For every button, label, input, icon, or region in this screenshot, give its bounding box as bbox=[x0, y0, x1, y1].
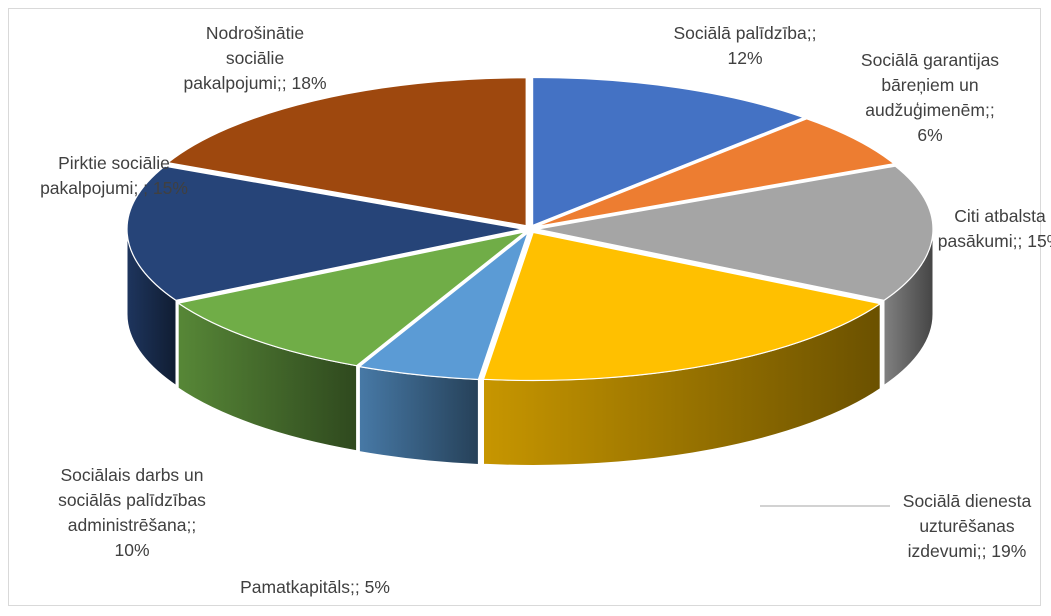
data-labels: Sociālā palīdzība;; 12% Sociālā garantijas… bbox=[40, 23, 1051, 597]
data-label: Pamatkapitāls;; 5% bbox=[240, 577, 390, 597]
data-label: Pirktie sociālie pakalpojumi; ; 15% bbox=[40, 153, 188, 198]
data-label: Sociālā dienesta uzturēšanas izdevumi;; 19… bbox=[903, 491, 1032, 561]
pie-slice bbox=[482, 231, 882, 382]
data-label: Sociālā garantijas bāreņiem un audžuģimenē… bbox=[861, 50, 999, 145]
pie-slice bbox=[357, 230, 530, 381]
slice-tops bbox=[126, 76, 934, 382]
pie-slice bbox=[536, 165, 934, 302]
data-label: Sociālā palīdzība;; 12% bbox=[673, 23, 816, 68]
pie-slice bbox=[532, 76, 806, 227]
data-label: Sociālais darbs un sociālās palīdzības adm… bbox=[58, 465, 206, 560]
data-label: Nodrošinātie sociālie pakalpojumi;; 18% bbox=[184, 23, 327, 93]
pie-slice bbox=[176, 231, 526, 367]
pie-slice bbox=[126, 165, 524, 302]
pie-slice bbox=[535, 118, 896, 228]
data-label: Citi atbalsta pasākumi;; 15% bbox=[938, 206, 1051, 251]
pie-slice bbox=[166, 77, 527, 227]
pie-slice-side bbox=[358, 366, 479, 466]
